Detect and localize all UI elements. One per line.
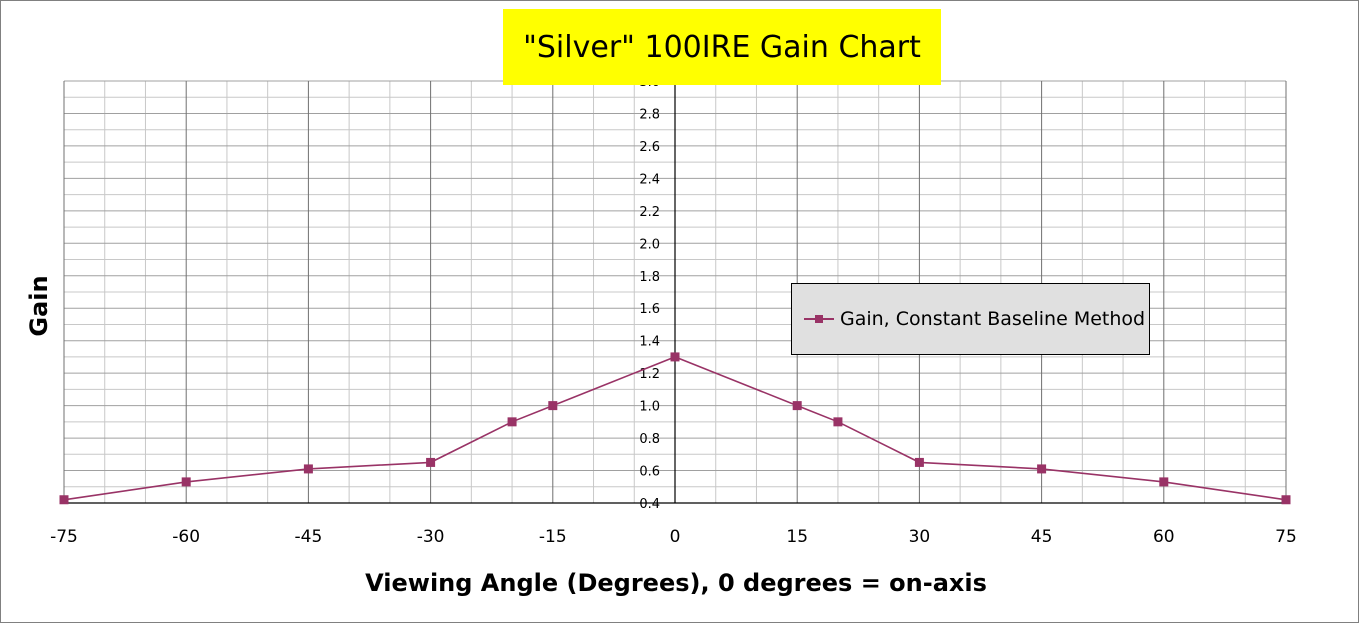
x-axis-label: Viewing Angle (Degrees), 0 degrees = on-… (365, 569, 987, 597)
x-tick-label: -60 (172, 527, 200, 547)
x-tick-label: -30 (417, 527, 445, 547)
data-point (303, 464, 313, 474)
data-point (507, 417, 517, 427)
data-point (670, 352, 680, 362)
x-tick-label: -15 (539, 527, 567, 547)
y-tick-label: 1.2 (639, 367, 660, 382)
y-tick-label: 1.8 (639, 270, 660, 285)
y-axis-label: Gain (25, 275, 53, 337)
legend-label: Gain, Constant Baseline Method (840, 308, 1146, 330)
legend-swatch (804, 315, 834, 323)
y-tick-label: 1.6 (639, 302, 660, 317)
data-point (1037, 464, 1047, 474)
chart-title: "Silver" 100IRE Gain Chart (503, 9, 941, 85)
y-tick-label: 2.6 (639, 140, 660, 155)
x-tick-label: 15 (786, 527, 808, 547)
data-point (1281, 495, 1291, 505)
data-point (1159, 477, 1169, 487)
x-tick-label: -45 (295, 527, 323, 547)
x-tick-label: 30 (909, 527, 931, 547)
data-point (914, 457, 924, 467)
x-tick-label: 75 (1275, 527, 1297, 547)
legend: Gain, Constant Baseline Method (791, 283, 1150, 355)
x-tick-label: -75 (50, 527, 78, 547)
y-tick-label: 0.6 (639, 465, 660, 480)
x-tick-label: 60 (1153, 527, 1175, 547)
data-point (181, 477, 191, 487)
data-point (548, 401, 558, 411)
y-tick-label: 2.2 (639, 205, 660, 220)
y-tick-label: 2.0 (639, 237, 660, 252)
data-point (59, 495, 69, 505)
y-tick-label: 0.4 (639, 497, 660, 512)
y-tick-label: 1.0 (639, 400, 660, 415)
data-point (792, 401, 802, 411)
x-tick-label: 45 (1031, 527, 1053, 547)
data-point (833, 417, 843, 427)
y-tick-label: 1.4 (639, 335, 660, 350)
y-tick-label: 0.8 (639, 432, 660, 447)
data-point (426, 457, 436, 467)
x-tick-label: 0 (670, 527, 681, 547)
y-tick-label: 2.8 (639, 107, 660, 122)
y-tick-label: 2.4 (639, 172, 660, 187)
